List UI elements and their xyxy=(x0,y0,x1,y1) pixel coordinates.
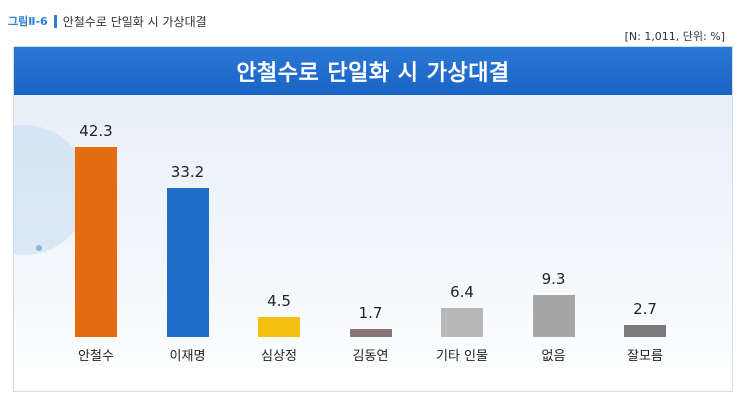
bar-4 xyxy=(349,329,392,337)
figure-label: 그림Ⅱ-6 안철수로 단일화 시 가상대결 xyxy=(8,12,207,30)
bar-3 xyxy=(258,316,300,337)
background-dot-decoration xyxy=(36,245,42,251)
bar-2 xyxy=(166,187,209,337)
value-label-4: 1.7 xyxy=(358,304,383,323)
bar-series: 42.3 안철수 33.2 이재명 4.5 심상정 1.7 김동연 6.4 기타 인물 9.3 없음 2… xyxy=(14,95,732,391)
figure-caption: 안철수로 단일화 시 가상대결 xyxy=(62,14,207,29)
bar-1 xyxy=(75,146,117,337)
figure-marker xyxy=(53,14,57,28)
figure-number: 그림Ⅱ-6 xyxy=(8,15,48,28)
chart-title: 안철수로 단일화 시 가상대결 xyxy=(14,47,732,95)
bar-6 xyxy=(532,295,575,337)
value-label-2: 33.2 xyxy=(170,162,205,181)
bar-7 xyxy=(624,324,666,337)
category-label-7: 잘모름 xyxy=(627,349,663,364)
category-label-5: 기타 인물 xyxy=(436,349,488,364)
plot-area: 42.3 안철수 33.2 이재명 4.5 심상정 1.7 김동연 6.4 기타 인물 9.3 없음 2… xyxy=(14,95,732,391)
chart-panel: 안철수로 단일화 시 가상대결 42.3 안철수 33.2 이재명 4.5 심상정 1.7 김… xyxy=(13,46,733,392)
value-label-3: 4.5 xyxy=(267,291,291,310)
category-label-6: 없음 xyxy=(541,349,566,364)
value-label-6: 9.3 xyxy=(541,270,566,289)
category-label-4: 김동연 xyxy=(352,349,389,364)
category-label-2: 이재명 xyxy=(169,349,206,364)
value-label-1: 42.3 xyxy=(79,121,113,140)
sample-note: [N: 1,011, 단위: %] xyxy=(624,30,725,43)
category-label-1: 안철수 xyxy=(78,349,114,364)
bar-5 xyxy=(441,308,483,337)
category-label-3: 심상정 xyxy=(261,349,297,364)
value-label-7: 2.7 xyxy=(633,299,657,318)
value-label-5: 6.4 xyxy=(450,283,474,302)
